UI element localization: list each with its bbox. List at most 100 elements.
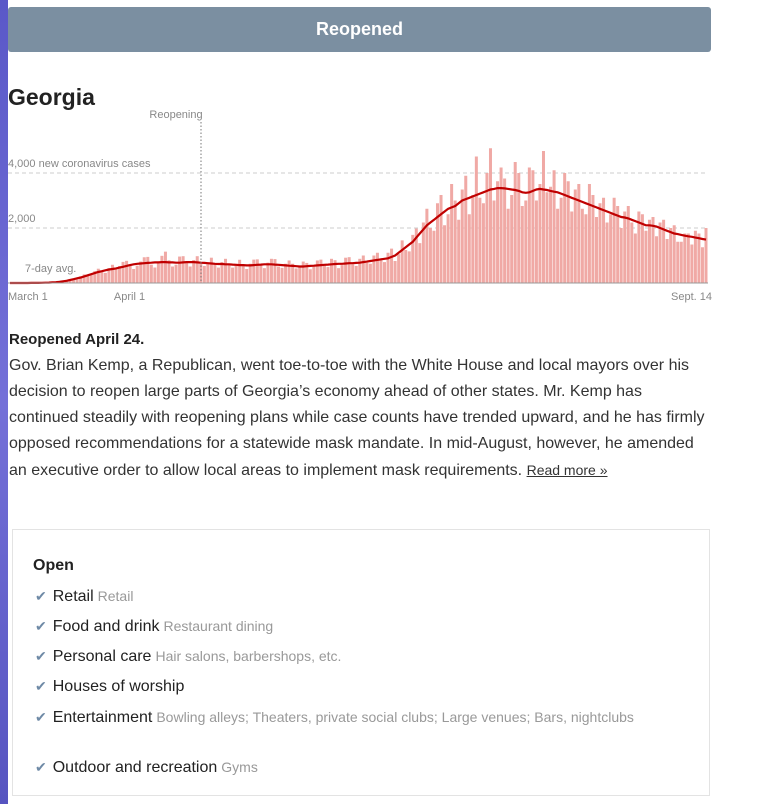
bar (492, 200, 496, 283)
item-text: Outdoor and recreation Gyms (53, 758, 643, 777)
bar (216, 267, 220, 283)
bar (375, 252, 379, 283)
bar (238, 259, 242, 283)
bar (506, 208, 510, 283)
bar (79, 276, 83, 283)
bar (192, 260, 196, 283)
check-icon: ✔ (35, 588, 47, 604)
bar (337, 268, 341, 283)
bar (245, 268, 249, 283)
check-icon: ✔ (35, 618, 47, 634)
check-icon: ✔ (35, 678, 47, 694)
chart: 2,000 4,000 new coronavirus cases 7-day av… (8, 109, 712, 303)
bar (418, 243, 422, 283)
bar (393, 261, 397, 283)
series-label: 7-day avg. (25, 263, 76, 275)
item-text: Food and drink Restaurant dining (53, 617, 643, 636)
bar (163, 251, 167, 283)
bar (213, 263, 217, 283)
bar (690, 244, 694, 283)
bar (563, 173, 567, 283)
y-tick-label: 4,000 new coronavirus cases (8, 158, 151, 170)
bar (284, 263, 288, 283)
bar (202, 265, 206, 283)
item-name: Outdoor and recreation (52, 759, 218, 776)
bar (114, 269, 118, 283)
bar (86, 275, 90, 283)
bar (241, 265, 245, 283)
bar (273, 259, 277, 283)
bar (432, 230, 436, 283)
bar (587, 184, 591, 283)
bar (103, 272, 107, 283)
x-tick-label: April 1 (114, 291, 145, 303)
status-item: ✔ Retail Retail (35, 587, 655, 606)
read-more[interactable]: Read more » (526, 462, 608, 478)
bar (110, 264, 114, 283)
status-box: Open ✔ Retail Retail ✔ Food and drink Restaur… (12, 529, 710, 796)
bar (481, 203, 485, 283)
bar (234, 265, 238, 283)
bar (524, 200, 528, 283)
bar (368, 263, 372, 283)
bar (128, 266, 132, 283)
item-detail: Retail (97, 588, 134, 604)
bar (570, 211, 574, 283)
bar (379, 259, 383, 283)
summary-heading: Reopened April 24. (9, 331, 145, 348)
bar (594, 217, 598, 283)
bar (315, 260, 319, 283)
header: Reopened (8, 7, 711, 52)
x-tick-label: March 1 (8, 291, 48, 303)
bar (146, 256, 150, 283)
bar (598, 203, 602, 283)
bar (404, 250, 408, 283)
item-name: Houses of worship (52, 678, 185, 695)
status-item: ✔ Entertainment Bowling alleys; Theaters, … (35, 708, 655, 727)
bar (72, 279, 76, 283)
check-icon: ✔ (35, 648, 47, 664)
bar (545, 192, 549, 283)
bar (450, 184, 454, 283)
bar (651, 217, 655, 283)
bar (499, 167, 503, 283)
bar (220, 262, 224, 283)
bar (584, 214, 588, 283)
bar (178, 256, 182, 283)
bar (640, 214, 644, 283)
bar (248, 263, 252, 283)
bar (386, 252, 390, 283)
bar (683, 233, 687, 283)
bar (382, 262, 386, 283)
bar (167, 260, 171, 283)
check-icon: ✔ (35, 709, 47, 725)
bar (277, 266, 281, 283)
bar (118, 266, 122, 283)
item-text: Entertainment Bowling alleys; Theaters, p… (53, 708, 643, 727)
bar (266, 262, 270, 283)
bar (485, 173, 489, 283)
bar (89, 275, 93, 283)
bar (82, 274, 86, 283)
bar (453, 200, 457, 283)
bar (700, 247, 704, 283)
item-detail: Restaurant dining (163, 618, 274, 634)
bar (414, 228, 418, 283)
bar (630, 222, 634, 283)
bar (372, 255, 376, 283)
bar (301, 261, 305, 283)
bar (340, 265, 344, 283)
bar (411, 234, 415, 283)
bar (471, 195, 475, 283)
status-title: Open (33, 557, 74, 574)
bar (255, 259, 259, 283)
bar (308, 269, 312, 283)
bar (686, 233, 690, 283)
bar (693, 230, 697, 283)
bar (149, 264, 153, 283)
bar (538, 184, 542, 283)
bar (365, 262, 369, 283)
bar (188, 266, 192, 283)
bar (672, 225, 676, 283)
bar (347, 257, 351, 283)
